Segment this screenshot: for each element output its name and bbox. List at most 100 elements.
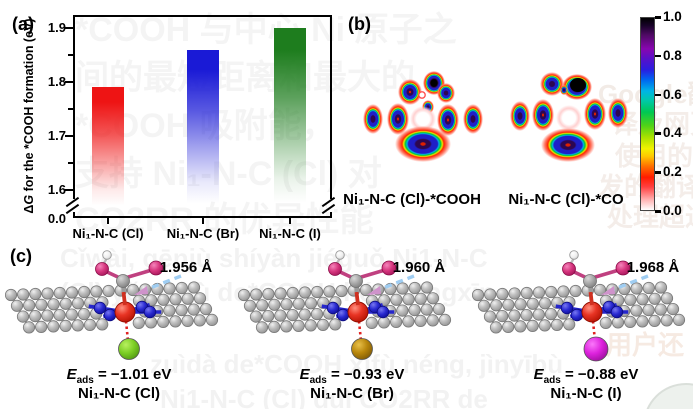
structure-cell-i: 1.968 Å Eads = −0.88 eV Ni₁-N-C (I) (472, 245, 693, 409)
colorbar (640, 17, 655, 211)
bottom-blob (541, 128, 595, 162)
bar-Ni₁-N-C (Br) (187, 49, 219, 212)
graphene-sheet (238, 281, 452, 334)
colorbar-tickmark (655, 132, 661, 135)
eads-i: Eads = −0.88 eV (533, 366, 639, 386)
watermark-text: *COOH 与中心 Ni 原子之 (75, 11, 457, 49)
y-minor-tickmark (68, 108, 73, 110)
ni-n4-site (88, 300, 162, 342)
ylabel-rest: for the *COOH formation (eV) (22, 18, 36, 195)
bond-length-arrow (601, 274, 649, 295)
oxygen-atom (615, 260, 631, 276)
carbon-atom (116, 274, 130, 288)
halogen-atom-Br (351, 338, 373, 360)
structure-name-br: Ni₁-N-C (Br) (310, 385, 394, 402)
y-tickmark (65, 189, 73, 191)
halogen-atom-I (583, 336, 609, 362)
bar-Ni₁-N-C (I) (274, 28, 306, 212)
eads-cl: Eads = −1.01 eV (66, 366, 172, 386)
cooh-adsorbate (562, 250, 631, 306)
y-minor-tickmark (68, 162, 73, 164)
cooh-adsorbate (328, 250, 397, 306)
panel-b-label: (b) (348, 14, 371, 34)
x-tickmark (107, 218, 109, 224)
bar-chart-area (73, 15, 332, 218)
colorbar-tickmark (655, 210, 661, 213)
cooh-adsorbate (95, 250, 164, 306)
structure-name-cl: Ni₁-N-C (Cl) (77, 385, 161, 402)
y-tick-1.7: 1.7 (47, 128, 66, 143)
contour-map-co (510, 72, 628, 162)
eads-br: Eads = −0.93 eV (299, 366, 405, 386)
watermark-text: 间的最短距离和最大的 (75, 59, 415, 97)
x-tick-cl: Ni₁-N-C (Cl) (72, 226, 144, 241)
colorbar-label-1.0: 1.0 (663, 9, 682, 24)
panel-a-label: (a) (12, 14, 34, 34)
oxygen-atom (562, 262, 576, 276)
carbon-atom (583, 274, 597, 288)
contour-map-cooh (363, 71, 483, 162)
middle-row (363, 103, 483, 136)
bond-length-cl: 1.956 Å (159, 259, 213, 276)
graphene-sheet (5, 281, 219, 334)
y-tick-0.0: 0.0 (47, 211, 66, 226)
y-tick-1.9: 1.9 (47, 20, 66, 35)
ylabel-delta: Δ (22, 204, 36, 214)
bond-length-arrow (367, 274, 415, 295)
y-tickmark (65, 27, 73, 29)
watermark-text: Cǐwài, gēnjù shíyàn jiéguǒ,Ni1-N-C (60, 243, 488, 273)
ni-n4-site (321, 300, 395, 342)
y-tick-1.8: 1.8 (47, 74, 66, 89)
bar-Ni₁-N-C (Cl) (92, 87, 124, 212)
molecule-br (238, 250, 452, 360)
ni-n4-site (555, 300, 629, 342)
hydrogen-atom (335, 250, 345, 260)
x-tickmark (202, 218, 204, 224)
contour-label-co: Ni₁-N-C (Cl)-*CO (508, 191, 624, 208)
contour-label-cooh: Ni₁-N-C (Cl)-*COOH (343, 191, 481, 208)
colorbar-tickmark (655, 93, 661, 97)
colorbar-tickmark (655, 171, 661, 174)
colorbar-label-0.8: 0.8 (663, 47, 682, 63)
y-tickmark (65, 81, 73, 83)
colorbar-label-0.6: 0.6 (663, 86, 682, 102)
x-tick-i: Ni₁-N-C (I) (259, 226, 321, 241)
hydrogen-atom (102, 250, 112, 260)
bond-length-arrow (134, 274, 182, 295)
carbon-atom (349, 274, 363, 288)
oxygen-atom (148, 260, 164, 276)
oxygen-atom (95, 262, 109, 276)
y-tickmark (65, 135, 73, 137)
ylabel-g: G (22, 194, 36, 205)
oxygen-atom (381, 260, 397, 276)
colorbar-label-0.0: 0.0 (663, 203, 682, 218)
y-tick-1.6: 1.6 (47, 182, 66, 197)
watermark-text: CO2RR 的优异性能 (75, 201, 374, 239)
y-minor-tickmark (68, 54, 73, 56)
x-tickmark (289, 218, 291, 224)
watermark-text: Ni1-N-C (Cl) duì CO2RR de (160, 384, 488, 409)
watermark-text: 用户还 (606, 330, 685, 360)
bond-length-br: 1.960 Å (392, 259, 446, 276)
structure-name-i: Ni₁-N-C (I) (550, 385, 622, 402)
colorbar-label-0.2: 0.2 (663, 164, 682, 180)
colorbar-label-0.4: 0.4 (663, 125, 682, 141)
bottom-blob (395, 126, 451, 162)
bond-length-i: 1.968 Å (626, 259, 680, 276)
molecule-i (472, 250, 686, 362)
panel-c-label: (c) (10, 246, 32, 266)
molecule-cl (5, 250, 219, 360)
halogen-atom-Cl (118, 338, 140, 360)
oxygen-atom (328, 262, 342, 276)
structure-cell-br: 1.960 Å Eads = −0.93 eV Ni₁-N-C (Br) (238, 245, 473, 409)
structure-cell-cl: 1.956 Å Eads = −1.01 eV Ni₁-N-C (Cl) (5, 245, 240, 409)
x-tick-br: Ni₁-N-C (Br) (166, 226, 240, 241)
top-cluster (540, 72, 592, 100)
colorbar-tickmark (655, 16, 661, 19)
middle-row (510, 98, 628, 131)
colorbar-tickmark (655, 54, 661, 58)
plot-frame (73, 15, 332, 218)
graphene-sheet (472, 281, 686, 334)
hydrogen-atom (569, 250, 579, 260)
